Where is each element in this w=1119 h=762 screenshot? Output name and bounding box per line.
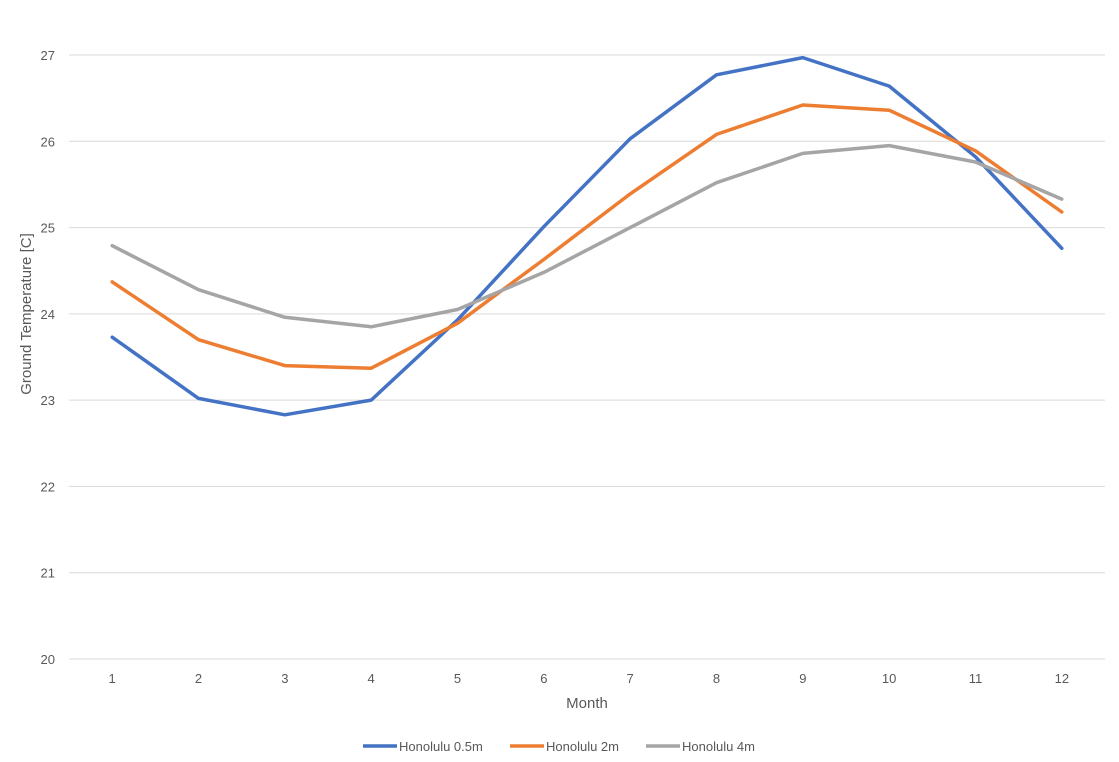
y-axis-title: Ground Temperature [C] [18,233,35,394]
y-tick-label: 24 [41,307,55,322]
legend-label-2: Honolulu 4m [682,739,755,754]
x-tick-label: 8 [713,671,720,686]
x-tick-label: 9 [799,671,806,686]
x-tick-label: 4 [368,671,375,686]
series-line-2 [110,143,1064,329]
y-tick-label: 27 [41,48,55,63]
y-tick-label: 22 [41,479,55,494]
series-lines [110,55,1064,417]
legend: Honolulu 0.5m Honolulu 2m Honolulu 4m [363,739,755,754]
legend-label-1: Honolulu 2m [546,739,619,754]
y-tick-label: 25 [41,221,55,236]
x-tick-label: 11 [969,671,983,686]
legend-label-0: Honolulu 0.5m [399,739,483,754]
y-tick-label: 23 [41,393,55,408]
x-tick-label: 2 [195,671,202,686]
x-tick-label: 3 [281,671,288,686]
series-line-0 [110,55,1064,417]
x-tick-label: 1 [109,671,116,686]
x-tick-label: 6 [540,671,547,686]
x-tick-label: 5 [454,671,461,686]
series-line-1 [110,103,1064,370]
y-axis-ticks: 20 21 22 23 24 25 26 27 [41,48,55,667]
x-axis-ticks: 1 2 3 4 5 6 7 8 9 10 11 12 [109,671,1070,686]
x-tick-label: 12 [1055,671,1069,686]
gridlines [69,54,1105,660]
y-tick-label: 20 [41,652,55,667]
y-tick-label: 21 [41,566,55,581]
x-tick-label: 7 [627,671,634,686]
y-tick-label: 26 [41,134,55,149]
x-tick-label: 10 [882,671,896,686]
x-axis-title: Month [566,695,608,712]
